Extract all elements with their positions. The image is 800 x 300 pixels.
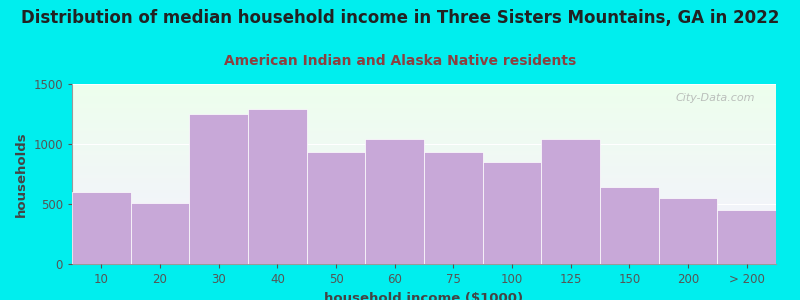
Bar [190, 114, 248, 264]
Bar [424, 152, 482, 264]
Text: City-Data.com: City-Data.com [675, 93, 755, 103]
Bar [658, 198, 718, 264]
Bar [542, 139, 600, 264]
X-axis label: household income ($1000): household income ($1000) [325, 292, 523, 300]
Bar [130, 203, 190, 264]
Text: Distribution of median household income in Three Sisters Mountains, GA in 2022: Distribution of median household income … [21, 9, 779, 27]
Bar [248, 109, 306, 264]
Bar [718, 210, 776, 264]
Bar [72, 192, 130, 264]
Bar [482, 162, 542, 264]
Bar [600, 187, 658, 264]
Bar [306, 152, 366, 264]
Y-axis label: households: households [14, 131, 28, 217]
Bar [366, 139, 424, 264]
Text: American Indian and Alaska Native residents: American Indian and Alaska Native reside… [224, 54, 576, 68]
